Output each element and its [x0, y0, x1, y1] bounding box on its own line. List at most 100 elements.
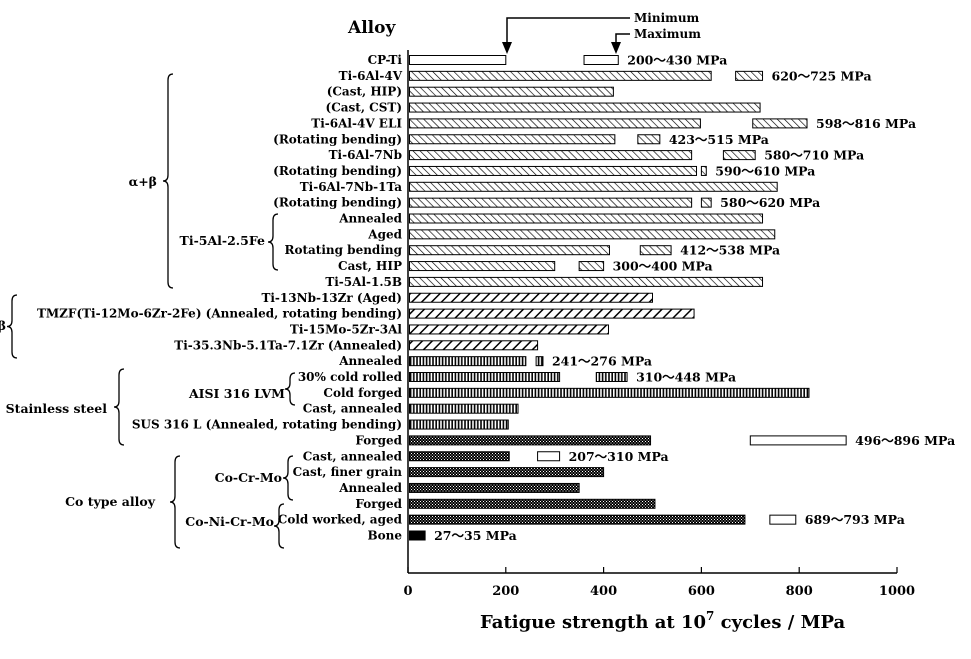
bar-row: (Cast, HIP) [327, 85, 614, 99]
group-bracket: Co type alloy [65, 455, 181, 549]
legend-minimum-arrowhead [502, 42, 512, 54]
legend: Minimum Maximum [502, 11, 701, 54]
bar-minimum [409, 324, 609, 335]
x-tick-label: 400 [590, 584, 617, 599]
group-bracket: Stainless steel [6, 368, 125, 446]
bar-row: Cast, annealed 207～310 MPa [303, 449, 669, 464]
bar-row: Ti-6Al-7Nb 580～710 MPa [329, 148, 865, 163]
bar-row: Cast, finer grain [293, 465, 605, 479]
range-label: 241～276 MPa [552, 354, 652, 369]
x-axis: 0 200 400 600 800 1000 [403, 50, 915, 599]
group-label: Co type alloy [65, 494, 156, 509]
row-label: (Cast, HIP) [327, 85, 402, 99]
legend-maximum: Maximum [634, 27, 701, 41]
bar-row: Ti-6Al-7Nb-1Ta [300, 180, 778, 194]
bar-minimum [409, 451, 510, 462]
group-bracket: AISI 316 LVM [188, 372, 296, 406]
bracket-brace [162, 73, 174, 289]
bar-row: 30% cold rolled 310～448 MPa [298, 370, 736, 385]
bar-minimum [409, 467, 605, 478]
bar-minimum [409, 514, 746, 525]
row-label: Cast, annealed [303, 402, 403, 416]
bar-maximum-range [639, 245, 672, 256]
bar-row: Annealed [338, 212, 764, 226]
bar-maximum-range [749, 435, 847, 446]
bar-minimum [409, 197, 693, 208]
bar-minimum [409, 181, 778, 192]
bar-row: Ti-13Nb-13Zr (Aged) [261, 291, 653, 305]
row-label: Ti-6Al-7Nb-1Ta [300, 180, 402, 194]
legend-maximum-arrowhead [611, 42, 621, 54]
row-label: Ti-15Mo-5Zr-3Al [290, 322, 403, 336]
bar-minimum [409, 118, 701, 129]
bar-row: Cold worked, aged 689～793 MPa [278, 512, 905, 527]
chart-title: Alloy [347, 18, 396, 38]
group-bracket: Co-Ni-Cr-Mo [185, 503, 285, 549]
bar-maximum-range [752, 118, 808, 129]
x-axis-title-suffix: cycles / MPa [714, 612, 845, 633]
bar-minimum [409, 372, 561, 382]
bar-maximum-range [537, 451, 561, 462]
group-label: Co-Ni-Cr-Mo [185, 514, 274, 529]
bar-row: Annealed [338, 481, 580, 495]
row-label: TMZF(Ti-12Mo-6Zr-2Fe) (Annealed, rotatin… [37, 307, 402, 321]
group-bracket: Ti-5Al-2.5Fe [180, 213, 279, 271]
bar-minimum [409, 261, 556, 272]
range-label: 423～515 MPa [669, 132, 769, 147]
range-label: 207～310 MPa [569, 449, 669, 464]
bracket-brace [113, 368, 125, 446]
range-label: 598～816 MPa [816, 116, 916, 131]
bar-minimum [409, 134, 616, 145]
range-label: 200～430 MPa [627, 53, 727, 68]
bar-row: Ti-35.3Nb-5.1Ta-7.1Zr (Annealed) [174, 338, 539, 352]
bar-row: SUS 316 L (Annealed, rotating bending) [132, 418, 509, 432]
group-label: β [0, 318, 6, 333]
row-label: (Rotating bending) [273, 196, 402, 210]
bar-minimum [409, 340, 539, 351]
range-label: 620～725 MPa [772, 68, 872, 83]
x-axis-title: Fatigue strength at 107 cycles / MPa [480, 609, 846, 633]
bar-minimum [409, 419, 509, 430]
bar-minimum [409, 403, 519, 414]
x-tick-label: 200 [492, 584, 519, 599]
bar-row: Cold forged [323, 386, 810, 400]
range-label: 300～400 MPa [613, 259, 713, 274]
bar-row: Cast, annealed [303, 402, 519, 416]
row-label: Cast, finer grain [293, 465, 403, 479]
bar-minimum [409, 165, 698, 176]
bar-maximum-range [578, 261, 605, 272]
bar-row: Rotating bending 412～538 MPa [284, 243, 780, 258]
group-brackets: α+β Ti-5Al-2.5Fe β Stainless steel AISI 316 … [0, 73, 296, 549]
row-label: (Cast, CST) [326, 101, 402, 115]
bracket-brace [169, 455, 181, 549]
bar-row: (Cast, CST) [326, 101, 761, 115]
bar-minimum [409, 435, 652, 446]
group-bracket: α+β [129, 73, 174, 289]
bar-minimum [409, 308, 695, 319]
bar-row: (Rotating bending) 590～610 MPa [273, 163, 815, 178]
x-tick-label: 800 [786, 584, 813, 599]
row-label: Cast, HIP [338, 259, 402, 273]
group-bracket: Co-Cr-Mo [215, 455, 294, 501]
row-label: (Rotating bending) [273, 164, 402, 178]
row-label: Ti-35.3Nb-5.1Ta-7.1Zr (Annealed) [174, 338, 402, 352]
bar-row: Forged [355, 497, 656, 511]
row-label: 30% cold rolled [298, 370, 403, 384]
x-axis-title-exponent: 7 [706, 609, 714, 623]
legend-minimum: Minimum [634, 11, 700, 25]
group-label: Stainless steel [6, 401, 108, 416]
bar-maximum-range [535, 356, 544, 367]
bar-row: Ti-6Al-4V 620～725 MPa [339, 68, 872, 83]
row-label: Annealed [338, 212, 402, 226]
bar-maximum-range [595, 372, 628, 382]
row-label: Bone [367, 529, 402, 543]
range-label: 310～448 MPa [636, 370, 736, 385]
bar-row: Bone 27～35 MPa [367, 528, 516, 543]
range-label: 580～710 MPa [764, 148, 864, 163]
bar-minimum [409, 102, 761, 113]
row-label: Ti-13Nb-13Zr (Aged) [261, 291, 402, 305]
row-label: Aged [367, 227, 402, 241]
range-label: 27～35 MPa [434, 528, 517, 543]
bar-row: TMZF(Ti-12Mo-6Zr-2Fe) (Annealed, rotatin… [37, 307, 695, 321]
